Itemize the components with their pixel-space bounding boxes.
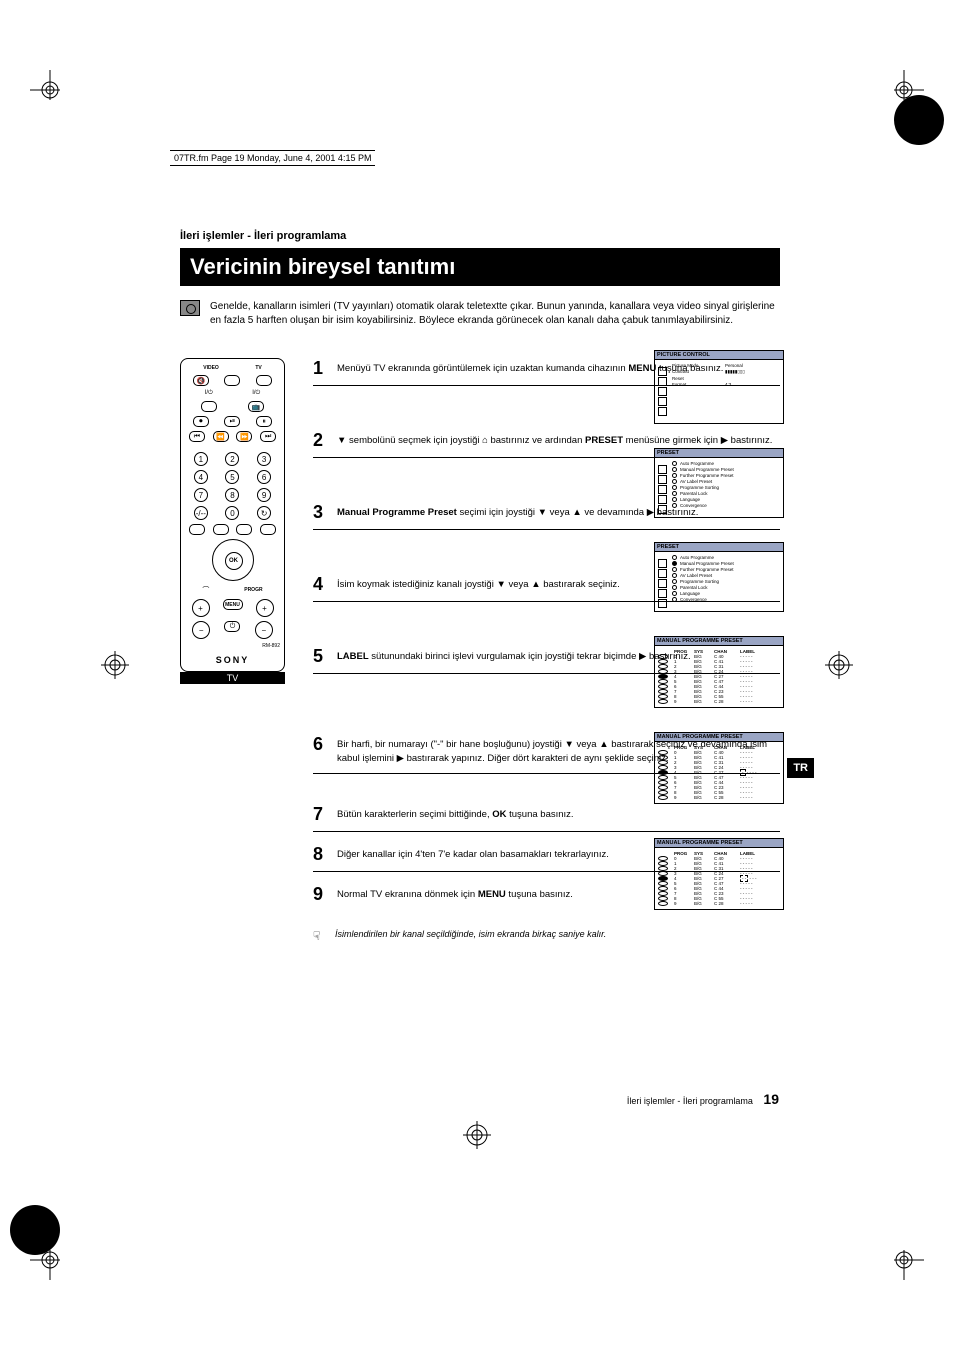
language-tab: TR (787, 758, 814, 778)
brand-label: SONY (185, 655, 280, 665)
crop-mark-tl (30, 70, 70, 110)
corner-dot-tr (894, 95, 944, 145)
step-3: Manual Programme Preset seçimi için joys… (337, 502, 698, 523)
mute-icon: 🔇 (193, 375, 209, 386)
fig-mpp-1: MANUAL PROGRAMME PRESET PROGSYSCHANLABEL… (654, 636, 784, 708)
tv-badge: TV (180, 672, 285, 684)
joystick-icon (212, 539, 254, 581)
fig-picture-control: PICTURE CONTROL Picture ModePersonalCont… (654, 350, 784, 424)
step-8: Diğer kanallar için 4'ten 7'e kadar olan… (337, 844, 609, 865)
remote-illustration: VIDEOTV 🔇 I/⏻I/⏻ 📺 ⏺⏯⏸ ⏮⏪⏩⏭ 123 456 789 … (180, 358, 285, 943)
crop-mark-br (884, 1240, 924, 1280)
info-icon (180, 300, 200, 316)
reg-mark-bottom (457, 1115, 497, 1155)
reg-mark-right (819, 645, 859, 685)
fig-mpp-3: MANUAL PROGRAMME PRESET PROGSYSCHANLABEL… (654, 838, 784, 910)
reg-mark-left (95, 645, 135, 685)
fig-preset-1: PRESET Auto ProgrammeManual Programme Pr… (654, 448, 784, 518)
step-5: LABEL sütunundaki birinci işlevi vurgula… (337, 646, 691, 667)
hand-icon: ☟ (313, 929, 327, 943)
page-footer: İleri işlemler - İleri programlama 19 (627, 1091, 779, 1107)
step-7: Bütün karakterlerin seçimi bittiğinde, O… (337, 804, 574, 825)
step-4: İsim koymak istediğiniz kanalı joystiği … (337, 574, 620, 595)
step-9: Normal TV ekranına dönmek için MENU tuşu… (337, 884, 573, 905)
fig-mpp-2: MANUAL PROGRAMME PRESET PROGSYSCHANLABEL… (654, 732, 784, 804)
fig-preset-2: PRESET Auto ProgrammeManual Programme Pr… (654, 542, 784, 612)
footnote: İsimlendirilen bir kanal seçildiğinde, i… (335, 929, 606, 943)
page-meta: 07TR.fm Page 19 Monday, June 4, 2001 4:1… (170, 150, 375, 166)
page-title: Vericinin bireysel tanıtımı (180, 248, 780, 286)
corner-dot-bl (10, 1205, 60, 1255)
intro-text: Genelde, kanalların isimleri (TV yayınla… (210, 300, 780, 328)
section-label: İleri işlemler - İleri programlama (180, 230, 780, 242)
